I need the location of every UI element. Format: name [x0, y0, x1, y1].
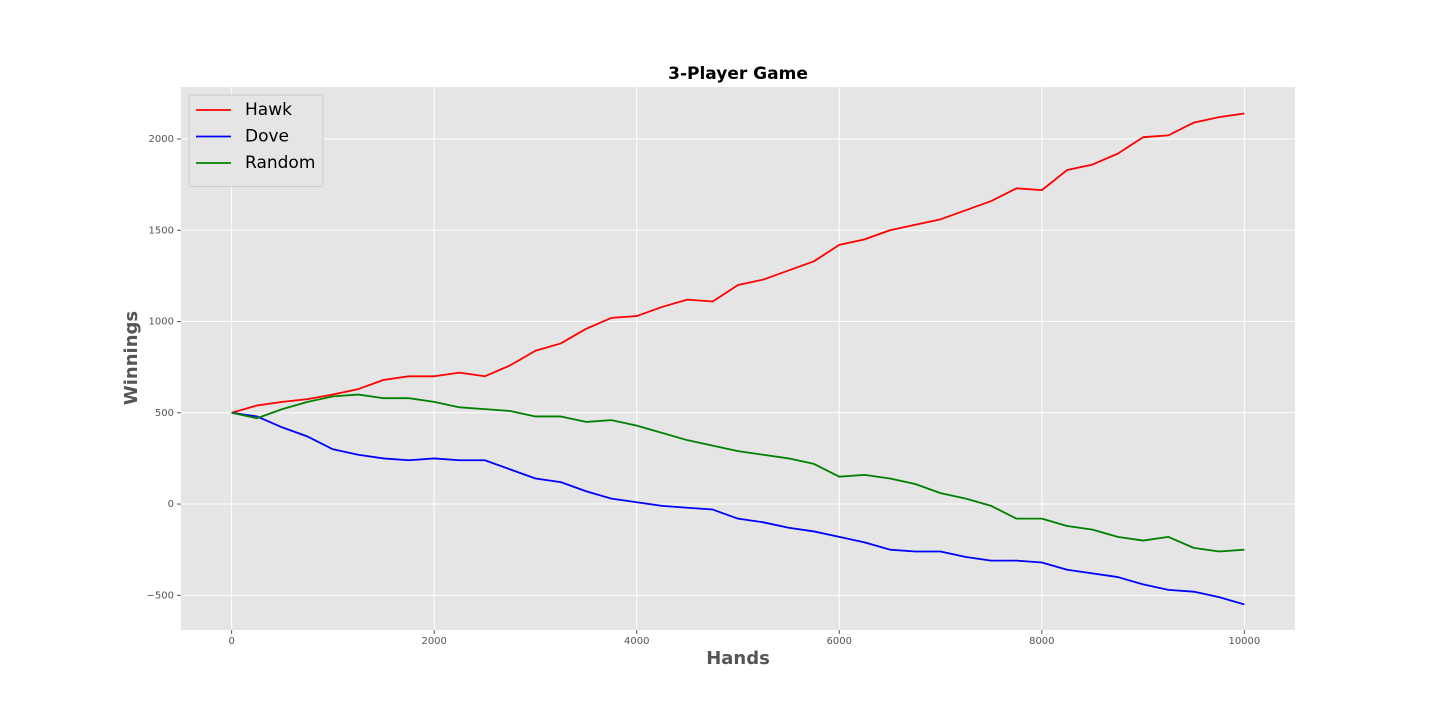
x-tick-label: 2000 [421, 636, 446, 647]
x-axis-label: Hands [706, 648, 770, 669]
series-line [231, 112, 1245, 414]
legend-label: Dove [245, 127, 289, 147]
lines [231, 112, 1245, 606]
legend-label: Hawk [245, 100, 292, 120]
y-tick-label: 1000 [149, 317, 174, 328]
chart-title: 3-Player Game [668, 64, 808, 84]
legend-label: Random [245, 153, 315, 173]
legend: Hawk Dove Random [188, 94, 324, 187]
plot-area [181, 87, 1295, 630]
series-line [231, 393, 1245, 553]
x-tick-label: 8000 [1029, 636, 1054, 647]
x-tick-label: 10000 [1228, 636, 1260, 647]
y-axis-label: Winnings [121, 311, 142, 405]
y-tick-label: 0 [168, 499, 174, 510]
y-tick-label: −500 [147, 590, 174, 601]
x-tick-label: 0 [228, 636, 234, 647]
y-tick-label: 1500 [149, 225, 174, 236]
x-tick-label: 4000 [624, 636, 649, 647]
grid: 0 2000 4000 6000 8000 10000 −500 0 500 1000 1500 20… [147, 87, 1295, 647]
y-tick-label: 500 [155, 408, 174, 419]
x-tick-label: 6000 [827, 636, 852, 647]
series-line [231, 411, 1245, 606]
y-tick-label: 2000 [149, 134, 174, 145]
